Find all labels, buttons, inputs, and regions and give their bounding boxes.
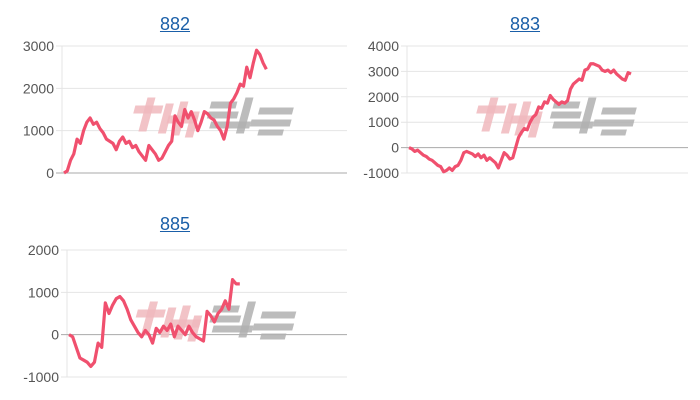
chart-title-link[interactable]: 883 (509, 14, 541, 34)
line-chart: 0 1000 2000 3000 (23, 38, 347, 181)
chart-title-link[interactable]: 882 (159, 14, 191, 34)
y-tick-label: -1000 (23, 369, 59, 385)
y-tick-label: 3000 (23, 38, 54, 54)
series-line (408, 62, 632, 174)
y-tick-label: 1000 (23, 123, 54, 139)
line-chart: -1000 0 1000 2000 3000 4000 (363, 38, 688, 181)
y-tick-label: 0 (46, 165, 54, 181)
chart-title-link[interactable]: 885 (159, 214, 191, 234)
chart-panel-885: 885 -1000 0 1000 2000 (0, 200, 350, 400)
y-tick-label: 2000 (23, 80, 54, 96)
y-tick-label: 1000 (28, 284, 59, 300)
y-tick-label: 3000 (368, 63, 399, 79)
y-tick-label: -1000 (363, 165, 399, 181)
y-tick-label: 1000 (368, 114, 399, 130)
y-tick-label: 0 (391, 140, 399, 156)
series-line (68, 278, 240, 369)
watermark-logo (476, 97, 637, 138)
chart-panel-883: 883 -1000 0 1000 2000 3000 4000 (350, 0, 700, 200)
y-tick-label: 0 (51, 327, 59, 343)
y-tick-label: 4000 (368, 38, 399, 54)
line-chart: -1000 0 1000 2000 (23, 242, 347, 385)
chart-panel-882: 882 0 1000 2000 3000 (0, 0, 350, 200)
watermark-logo (135, 301, 297, 342)
y-tick-label: 2000 (368, 89, 399, 105)
y-tick-label: 2000 (28, 242, 59, 258)
